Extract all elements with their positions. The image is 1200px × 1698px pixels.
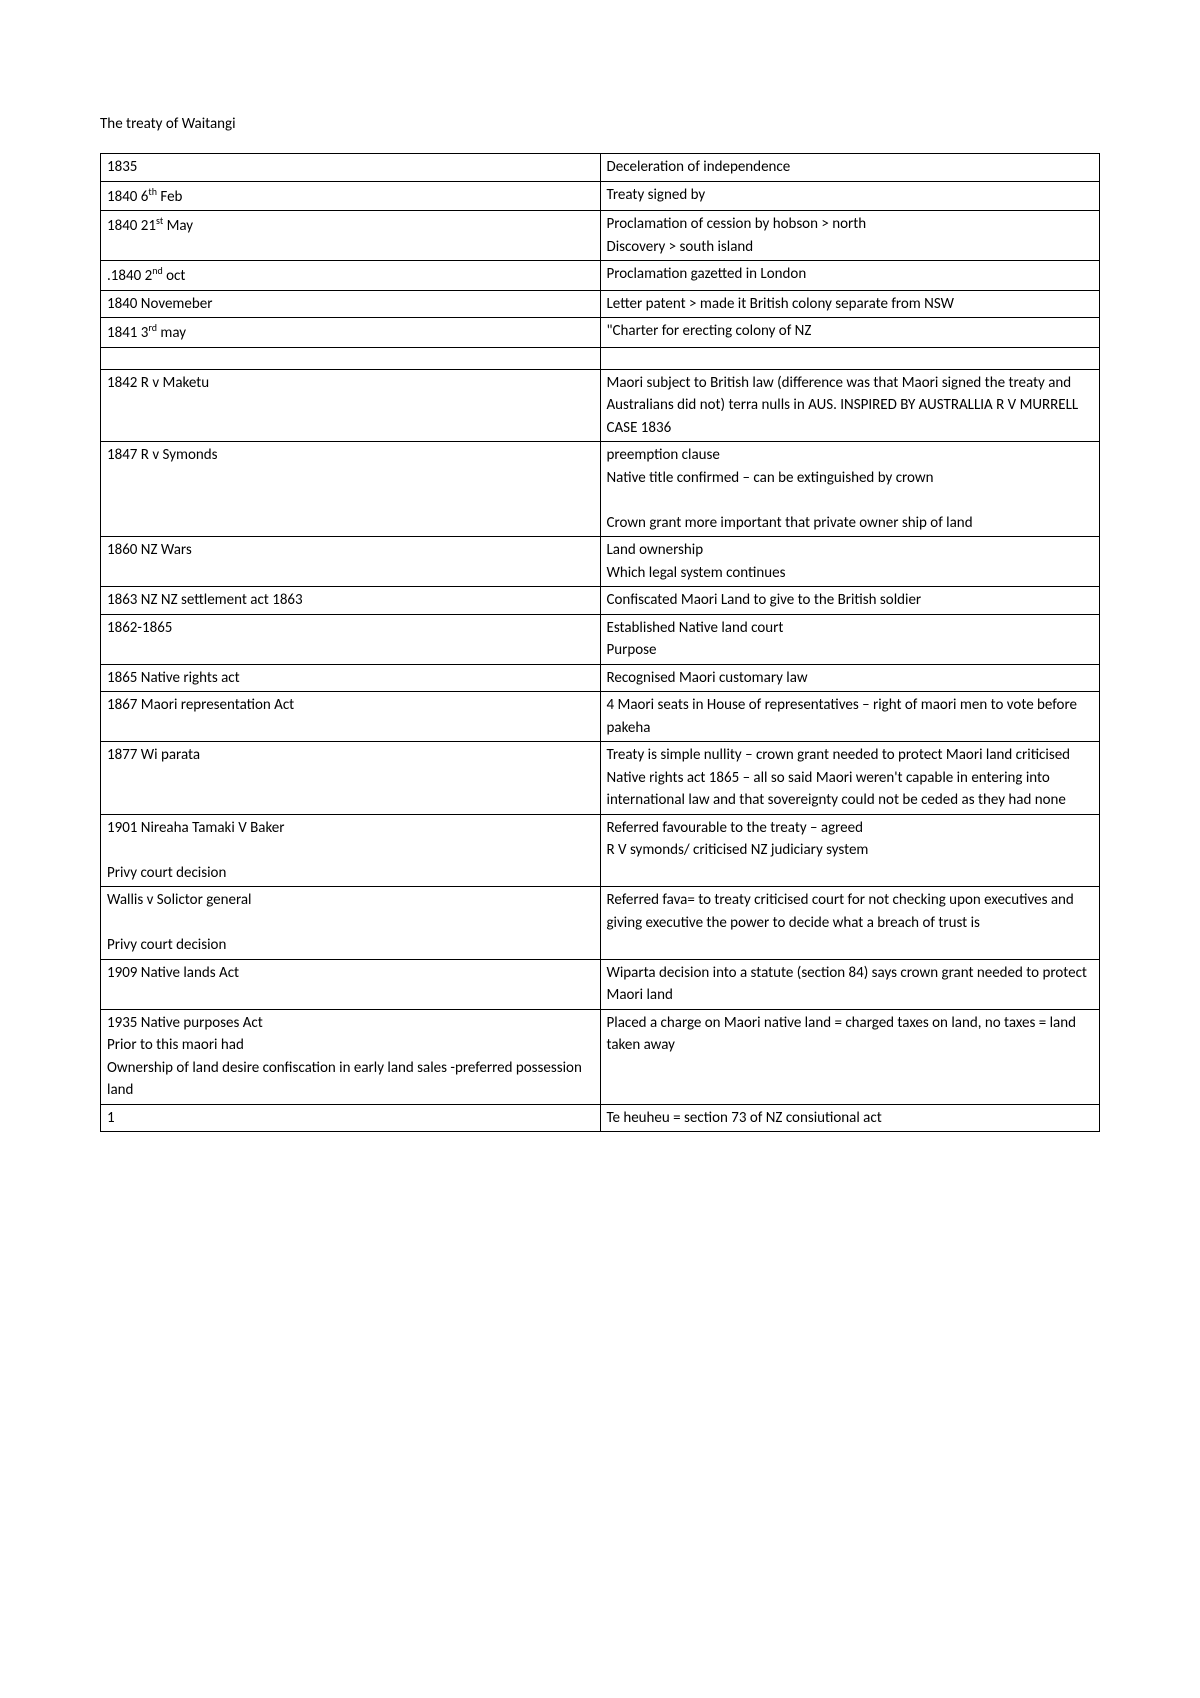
table-cell-right: preemption clause Native title confirmed… <box>600 442 1100 537</box>
table-cell-right: Letter patent > made it British colony s… <box>600 290 1100 318</box>
table-cell-right <box>600 347 1100 369</box>
table-cell-left: 1842 R v Maketu <box>101 369 601 442</box>
table-row: Wallis v Solictor general Privy court de… <box>101 887 1100 960</box>
table-cell-right: Proclamation gazetted in London <box>600 261 1100 291</box>
table-row: 1909 Native lands ActWiparta decision in… <box>101 959 1100 1009</box>
page-title: The treaty of Waitangi <box>100 115 1100 133</box>
table-cell-right: 4 Maori seats in House of representative… <box>600 692 1100 742</box>
table-row: 1877 Wi parataTreaty is simple nullity –… <box>101 742 1100 815</box>
table-row: 1835Deceleration of independence <box>101 154 1100 182</box>
table-cell-right: Treaty is simple nullity – crown grant n… <box>600 742 1100 815</box>
table-row: 1840 6th FebTreaty signed by <box>101 181 1100 211</box>
timeline-table: 1835Deceleration of independence1840 6th… <box>100 153 1100 1132</box>
table-cell-left: 1841 3rd may <box>101 318 601 348</box>
table-row: 1860 NZ WarsLand ownership Which legal s… <box>101 537 1100 587</box>
table-cell-left <box>101 347 601 369</box>
table-cell-left: 1877 Wi parata <box>101 742 601 815</box>
table-cell-right: Proclamation of cession by hobson > nort… <box>600 211 1100 261</box>
table-cell-right: Te heuheu = section 73 of NZ consiutiona… <box>600 1104 1100 1132</box>
table-row: 1867 Maori representation Act4 Maori sea… <box>101 692 1100 742</box>
table-cell-left: 1835 <box>101 154 601 182</box>
table-cell-left: .1840 2nd oct <box>101 261 601 291</box>
table-cell-right: Established Native land court Purpose <box>600 614 1100 664</box>
table-cell-right: Land ownership Which legal system contin… <box>600 537 1100 587</box>
table-row: 1865 Native rights actRecognised Maori c… <box>101 664 1100 692</box>
table-row: 1840 NovemeberLetter patent > made it Br… <box>101 290 1100 318</box>
table-cell-left: 1840 Novemeber <box>101 290 601 318</box>
table-cell-left: 1860 NZ Wars <box>101 537 601 587</box>
table-row: 1935 Native purposes Act Prior to this m… <box>101 1009 1100 1104</box>
table-row: 1862-1865Established Native land court P… <box>101 614 1100 664</box>
table-row: 1863 NZ NZ settlement act 1863Confiscate… <box>101 587 1100 615</box>
table-cell-left: 1840 21st May <box>101 211 601 261</box>
table-row: 1901 Nireaha Tamaki V Baker Privy court … <box>101 814 1100 887</box>
table-row: .1840 2nd octProclamation gazetted in Lo… <box>101 261 1100 291</box>
table-cell-left: 1867 Maori representation Act <box>101 692 601 742</box>
table-cell-right: Recognised Maori customary law <box>600 664 1100 692</box>
table-cell-left: 1 <box>101 1104 601 1132</box>
table-cell-right: Placed a charge on Maori native land = c… <box>600 1009 1100 1104</box>
table-cell-right: Referred favourable to the treaty – agre… <box>600 814 1100 887</box>
table-cell-left: 1847 R v Symonds <box>101 442 601 537</box>
table-cell-left: 1840 6th Feb <box>101 181 601 211</box>
table-cell-right: Confiscated Maori Land to give to the Br… <box>600 587 1100 615</box>
table-cell-right: Maori subject to British law (difference… <box>600 369 1100 442</box>
table-cell-right: Wiparta decision into a statute (section… <box>600 959 1100 1009</box>
table-cell-right: Referred fava= to treaty criticised cour… <box>600 887 1100 960</box>
table-cell-left: Wallis v Solictor general Privy court de… <box>101 887 601 960</box>
table-row: 1840 21st MayProclamation of cession by … <box>101 211 1100 261</box>
table-cell-right: Deceleration of independence <box>600 154 1100 182</box>
table-row <box>101 347 1100 369</box>
table-cell-left: 1909 Native lands Act <box>101 959 601 1009</box>
table-cell-left: 1862-1865 <box>101 614 601 664</box>
table-cell-right: Treaty signed by <box>600 181 1100 211</box>
table-cell-left: 1865 Native rights act <box>101 664 601 692</box>
table-row: 1841 3rd may"Charter for erecting colony… <box>101 318 1100 348</box>
table-row: 1847 R v Symondspreemption clause Native… <box>101 442 1100 537</box>
table-row: 1842 R v MaketuMaori subject to British … <box>101 369 1100 442</box>
table-cell-left: 1901 Nireaha Tamaki V Baker Privy court … <box>101 814 601 887</box>
table-row: 1Te heuheu = section 73 of NZ consiution… <box>101 1104 1100 1132</box>
table-cell-left: 1863 NZ NZ settlement act 1863 <box>101 587 601 615</box>
table-cell-left: 1935 Native purposes Act Prior to this m… <box>101 1009 601 1104</box>
table-cell-right: "Charter for erecting colony of NZ <box>600 318 1100 348</box>
